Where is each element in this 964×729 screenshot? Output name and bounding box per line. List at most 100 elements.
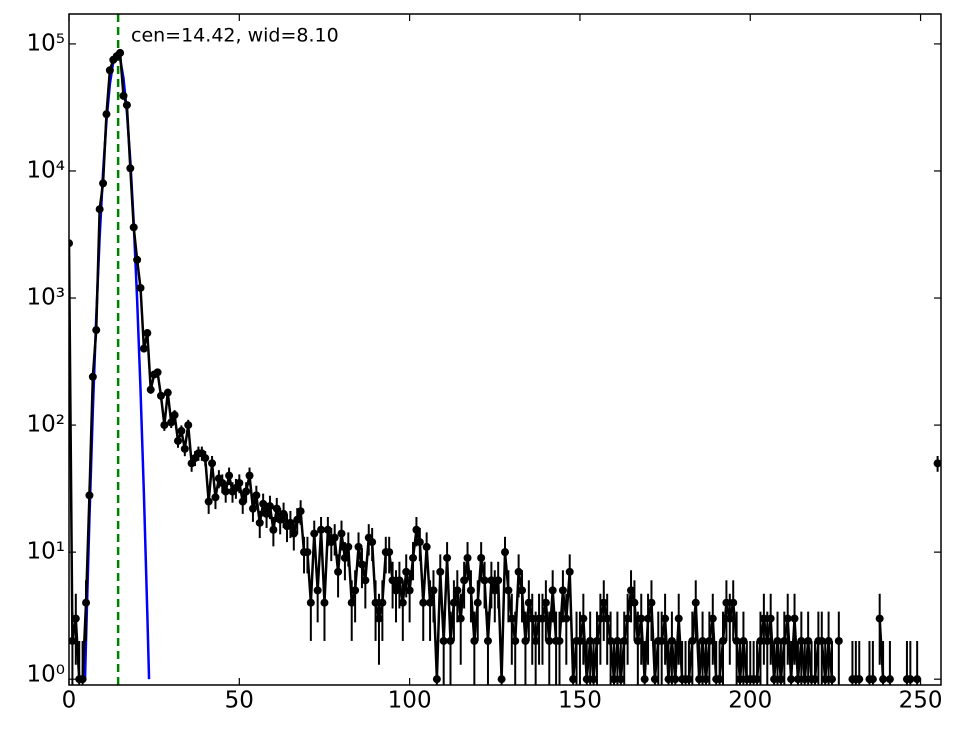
data-point bbox=[279, 509, 288, 518]
data-point bbox=[763, 636, 772, 645]
data-point bbox=[483, 636, 492, 645]
data-point bbox=[569, 675, 578, 684]
data-point bbox=[289, 529, 298, 538]
data-point bbox=[497, 675, 506, 684]
data-point bbox=[351, 586, 360, 595]
data-point bbox=[739, 636, 748, 645]
data-point bbox=[320, 598, 329, 607]
data-point bbox=[596, 614, 605, 623]
data-point bbox=[708, 614, 717, 623]
data-point bbox=[504, 586, 513, 595]
data-point bbox=[592, 636, 601, 645]
data-point bbox=[296, 507, 305, 516]
x-tick-label: 100 bbox=[388, 688, 432, 714]
data-point bbox=[528, 614, 537, 623]
data-point bbox=[470, 636, 479, 645]
data-point bbox=[357, 560, 366, 569]
data-point bbox=[770, 675, 779, 684]
data-point bbox=[719, 636, 727, 645]
data-point bbox=[705, 636, 714, 645]
y-tick-label: 10³ bbox=[27, 285, 66, 311]
data-point bbox=[630, 598, 639, 607]
data-point bbox=[783, 614, 792, 623]
data-point bbox=[136, 283, 145, 292]
data-point bbox=[218, 479, 227, 488]
data-point bbox=[674, 614, 683, 623]
data-point bbox=[521, 636, 530, 645]
data-point bbox=[235, 479, 244, 488]
data-point bbox=[562, 614, 571, 623]
data-point bbox=[426, 598, 435, 607]
data-point bbox=[395, 576, 404, 585]
data-point bbox=[466, 586, 475, 595]
data-point bbox=[255, 518, 264, 527]
plot-area bbox=[69, 14, 941, 685]
data-point bbox=[313, 586, 322, 595]
data-point bbox=[347, 598, 356, 607]
x-tick-label: 50 bbox=[225, 688, 254, 714]
data-point bbox=[732, 636, 741, 645]
data-point bbox=[640, 675, 649, 684]
data-point bbox=[538, 614, 547, 623]
data-point bbox=[238, 497, 247, 506]
data-point bbox=[371, 598, 380, 607]
data-point bbox=[317, 525, 326, 534]
data-point bbox=[524, 598, 533, 607]
y-tick-label: 10² bbox=[27, 412, 66, 438]
data-point bbox=[756, 636, 765, 645]
data-point bbox=[133, 255, 142, 264]
data-point bbox=[156, 391, 165, 400]
data-point bbox=[105, 66, 114, 75]
data-point bbox=[368, 538, 377, 547]
data-point bbox=[565, 567, 574, 576]
data-point bbox=[82, 598, 91, 607]
data-point bbox=[501, 548, 509, 557]
data-point bbox=[245, 471, 254, 480]
data-point bbox=[627, 586, 636, 595]
data-point bbox=[620, 636, 629, 645]
data-point bbox=[691, 598, 700, 607]
y-tick-label: 10⁵ bbox=[27, 30, 66, 56]
data-point bbox=[170, 411, 179, 420]
data-point bbox=[599, 598, 608, 607]
data-point bbox=[644, 614, 653, 623]
data-point bbox=[310, 529, 319, 538]
data-point bbox=[456, 614, 465, 623]
data-point bbox=[855, 675, 864, 684]
data-point bbox=[163, 388, 172, 397]
data-point bbox=[208, 459, 217, 468]
data-point bbox=[460, 576, 469, 585]
data-point bbox=[548, 586, 557, 595]
data-point bbox=[129, 223, 138, 232]
data-point bbox=[800, 675, 809, 684]
data-point bbox=[340, 553, 349, 562]
data-point bbox=[780, 636, 789, 645]
data-point bbox=[174, 436, 182, 445]
data-point bbox=[88, 372, 97, 381]
data-point bbox=[180, 444, 189, 453]
data-point bbox=[545, 636, 554, 645]
data-point bbox=[885, 675, 894, 684]
data-point bbox=[160, 421, 169, 430]
data-point bbox=[221, 487, 230, 496]
data-point bbox=[606, 636, 615, 645]
data-point bbox=[119, 91, 128, 100]
data-point bbox=[201, 454, 210, 463]
data-point bbox=[575, 636, 584, 645]
data-point bbox=[729, 598, 738, 607]
data-point bbox=[531, 636, 540, 645]
data-point bbox=[817, 636, 826, 645]
data-point bbox=[834, 636, 843, 645]
data-point bbox=[494, 576, 503, 585]
data-point bbox=[511, 636, 520, 645]
data-point bbox=[555, 636, 564, 645]
data-point bbox=[69, 239, 73, 248]
data-point bbox=[616, 675, 625, 684]
data-point bbox=[766, 614, 775, 623]
data-point bbox=[701, 675, 710, 684]
data-point bbox=[146, 385, 155, 394]
axes-frame bbox=[68, 13, 942, 686]
data-point bbox=[334, 567, 343, 576]
data-point bbox=[473, 598, 482, 607]
